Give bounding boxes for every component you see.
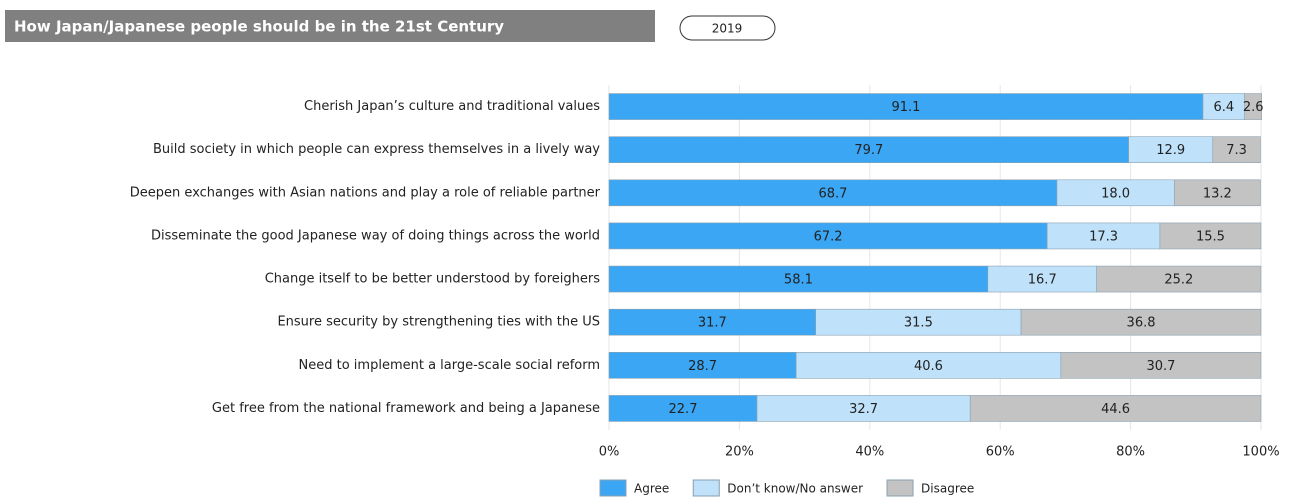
x-tick-label: 0%	[599, 445, 620, 460]
bar-segment	[987, 265, 1097, 293]
y-tick-label: Cherish Japan’s culture and traditional …	[304, 99, 600, 114]
bar-segment	[1212, 136, 1261, 163]
data-label: 44.6	[1101, 402, 1130, 417]
bar-segment	[608, 93, 1204, 120]
legend-label: Don’t know/No answer	[727, 482, 863, 496]
data-label: 58.1	[784, 273, 813, 288]
y-tick-label: Ensure security by strengthening ties wi…	[277, 315, 600, 330]
legend-label: Disagree	[921, 482, 974, 496]
y-tick-label: Disseminate the good Japanese way of doi…	[151, 228, 600, 243]
bar-segment	[1046, 222, 1161, 250]
data-label: 7.3	[1226, 143, 1247, 158]
data-label: 17.3	[1089, 229, 1118, 244]
bar-segment	[1020, 308, 1262, 336]
legend-swatch	[599, 479, 627, 497]
year-button[interactable]	[679, 15, 776, 41]
year-label: 2019	[712, 22, 743, 36]
bar-segment	[1244, 93, 1262, 120]
bar-segment	[608, 265, 989, 293]
bar-segment	[1173, 179, 1261, 207]
x-tick-label: 40%	[855, 445, 884, 460]
data-label: 68.7	[818, 186, 847, 201]
bar-segment	[608, 179, 1058, 207]
bar-segment	[1128, 136, 1214, 163]
bar-segment	[608, 352, 797, 379]
bar-segment	[608, 222, 1048, 250]
x-tick-label: 60%	[986, 445, 1015, 460]
chart-title: How Japan/Japanese people should be in t…	[14, 18, 504, 36]
legend-swatch	[886, 479, 914, 497]
data-label: 6.4	[1213, 100, 1234, 115]
x-tick-label: 80%	[1116, 445, 1145, 460]
data-label: 79.7	[854, 143, 883, 158]
bar-segment	[608, 308, 816, 336]
bar-segment	[608, 395, 758, 422]
data-label: 18.0	[1101, 186, 1130, 201]
data-label: 15.5	[1196, 229, 1225, 244]
y-tick-label: Get free from the national framework and…	[212, 401, 600, 416]
data-label: 91.1	[892, 100, 921, 115]
title-bar	[5, 10, 655, 42]
y-tick-label: Change itself to be better understood by…	[265, 272, 601, 287]
data-label: 22.7	[669, 402, 698, 417]
bar-segment	[1056, 179, 1175, 207]
y-tick-label: Need to implement a large-scale social r…	[299, 358, 600, 373]
bar-segment	[795, 352, 1062, 379]
x-tick-label: 20%	[725, 445, 754, 460]
data-label: 30.7	[1146, 359, 1175, 374]
data-label: 2.6	[1243, 100, 1264, 115]
data-label: 67.2	[814, 229, 843, 244]
data-label: 12.9	[1156, 143, 1185, 158]
legend-swatch	[692, 479, 720, 497]
data-label: 25.2	[1164, 273, 1193, 288]
data-label: 16.7	[1028, 273, 1057, 288]
data-label: 31.5	[904, 316, 933, 331]
bar-segment	[608, 136, 1129, 163]
data-label: 13.2	[1203, 186, 1232, 201]
data-label: 28.7	[688, 359, 717, 374]
legend-label: Agree	[634, 482, 669, 496]
data-label: 31.7	[698, 316, 727, 331]
bar-segment	[1060, 352, 1262, 379]
bar-segment	[969, 395, 1262, 422]
x-tick-label: 100%	[1242, 445, 1279, 460]
data-label: 40.6	[914, 359, 943, 374]
bar-segment	[1202, 93, 1246, 120]
data-label: 32.7	[849, 402, 878, 417]
bar-segment	[1096, 265, 1262, 293]
y-tick-label: Build society in which people can expres…	[153, 142, 600, 157]
y-tick-label: Deepen exchanges with Asian nations and …	[130, 185, 601, 200]
data-label: 36.8	[1127, 316, 1156, 331]
bar-segment	[1159, 222, 1262, 250]
